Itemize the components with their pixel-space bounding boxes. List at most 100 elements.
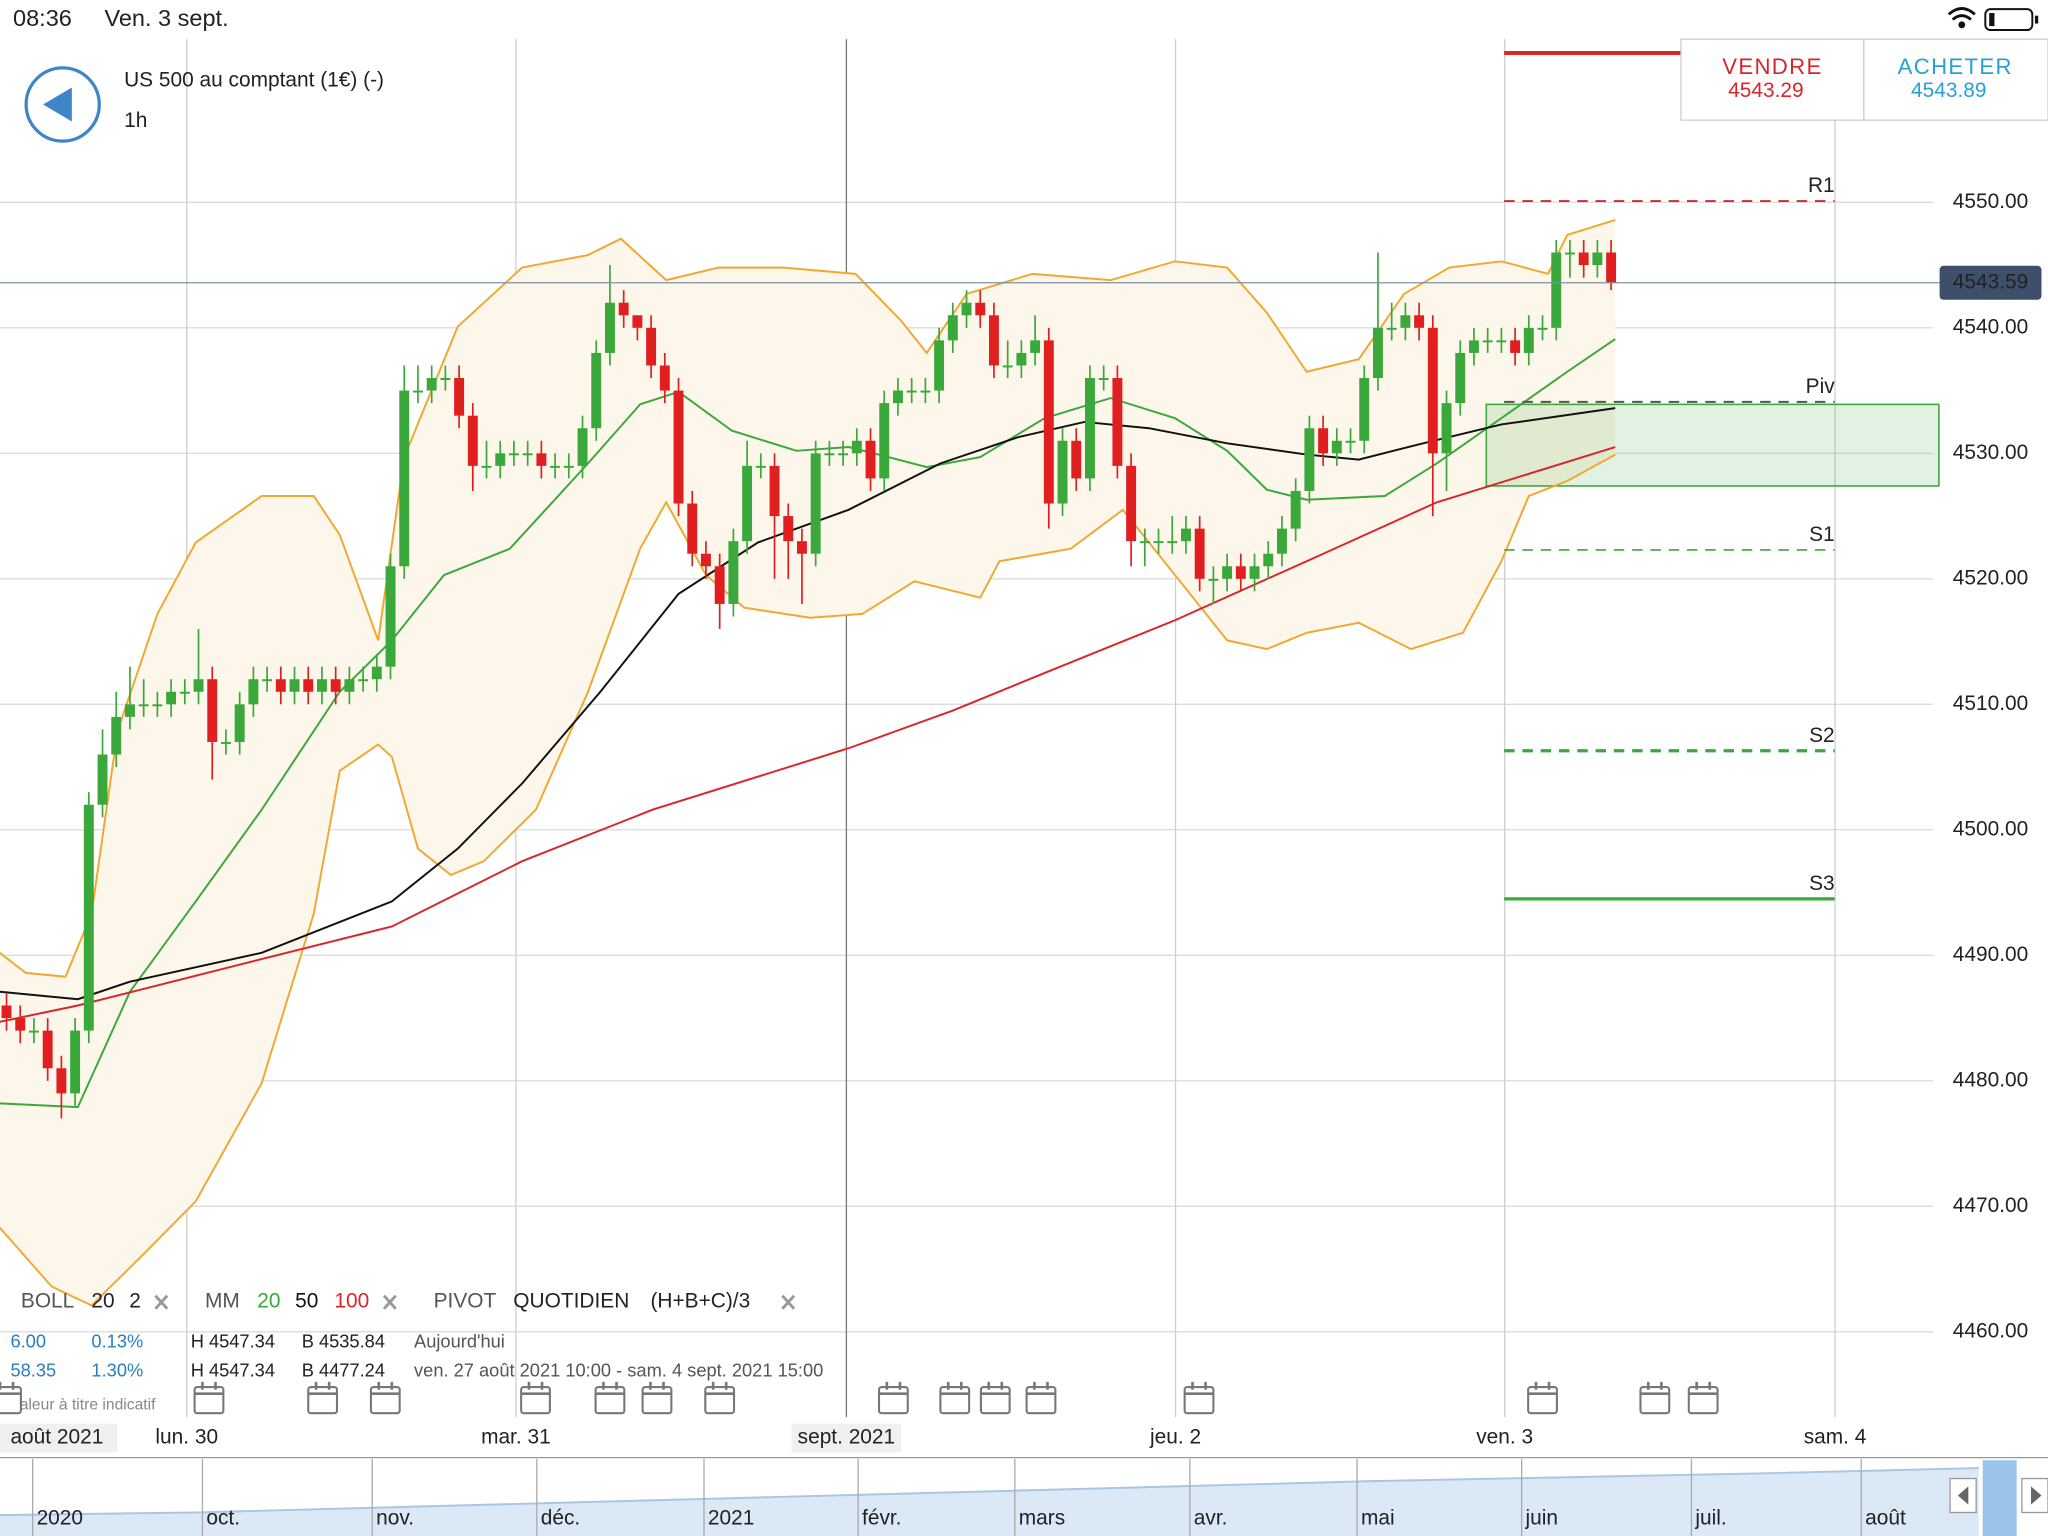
candle-body (1098, 378, 1109, 380)
navigator-label: avr. (1194, 1507, 1228, 1530)
y-tick-label: 4510.00 (1953, 692, 2028, 715)
event-icon[interactable] (1527, 1381, 1558, 1415)
ui-layer: 08:36 Ven. 3 sept. US 500 au comptant (1… (0, 5, 2048, 1536)
event-icon-body (1639, 1386, 1671, 1415)
navigator[interactable] (0, 1456, 2048, 1536)
candle-body (769, 465, 780, 517)
x-tick-label: sept. 2021 (798, 1426, 896, 1449)
candle-body (1084, 378, 1095, 479)
candle-body (1002, 365, 1013, 368)
candle-body (1290, 490, 1301, 529)
candle-body (262, 679, 273, 682)
candle-body (495, 453, 506, 466)
event-icon[interactable] (1687, 1381, 1719, 1415)
candle-body (1468, 340, 1479, 353)
event-icon[interactable] (0, 1381, 22, 1415)
event-icon-body (193, 1386, 225, 1415)
remove-pivot[interactable] (781, 1294, 796, 1310)
candle-body (687, 503, 698, 554)
boll-deviation: 2 (129, 1290, 141, 1313)
candle-body (1455, 352, 1466, 404)
event-icon[interactable] (520, 1381, 551, 1415)
candle-body (632, 315, 643, 328)
candle-body (865, 440, 876, 479)
sell-button[interactable]: VENDRE 4543.29 (1680, 38, 1865, 121)
candle-body (879, 403, 890, 479)
candle-body (1235, 566, 1246, 579)
back-button[interactable] (24, 66, 101, 143)
status-time: 08:36 (13, 5, 72, 31)
candle-body (111, 716, 122, 755)
mm-period: 50 (295, 1290, 318, 1313)
event-icon[interactable] (1639, 1381, 1671, 1415)
candle-body (742, 465, 753, 542)
event-icon[interactable] (979, 1381, 1011, 1415)
remove-boll[interactable] (154, 1294, 169, 1310)
candle-body (179, 691, 190, 694)
event-icon[interactable] (1183, 1381, 1215, 1415)
mm-period: 100 (334, 1290, 369, 1313)
candle-body (1030, 340, 1041, 353)
event-icon[interactable] (369, 1381, 401, 1415)
x-tick-label: sam. 4 (1804, 1426, 1867, 1449)
candle-body (659, 365, 670, 391)
navigator-label: déc. (541, 1507, 580, 1530)
navigator-label: févr. (862, 1507, 901, 1530)
stat-range: Aujourd'hui (414, 1331, 505, 1352)
navigator-label: mars (1019, 1507, 1065, 1530)
stat-range: ven. 27 août 2021 10:00 - sam. 4 sept. 2… (414, 1359, 823, 1380)
event-icon[interactable] (877, 1381, 909, 1415)
event-icon[interactable] (704, 1381, 736, 1415)
event-icon[interactable] (307, 1381, 339, 1415)
bollinger-lower (0, 453, 1616, 1307)
candle-body (166, 691, 177, 705)
event-icon-body (1527, 1386, 1558, 1415)
candle-body (1208, 578, 1219, 581)
event-icon-body (1025, 1386, 1057, 1415)
event-icon[interactable] (939, 1381, 971, 1415)
candle-body (1496, 340, 1507, 343)
candle-body (851, 440, 862, 454)
candle-body (1112, 378, 1123, 466)
candle-body (1263, 553, 1274, 567)
candle-body (248, 679, 259, 705)
event-icon-body (520, 1386, 551, 1415)
candle-body (1016, 352, 1027, 366)
candle-body (1441, 403, 1452, 454)
stat-low: B 4535.84 (302, 1331, 385, 1352)
bollinger-upper (0, 218, 1616, 978)
event-icon-body (0, 1386, 22, 1415)
pivot-formula: (H+B+C)/3 (650, 1290, 750, 1313)
candle-body (152, 704, 163, 707)
event-icon[interactable] (641, 1381, 673, 1415)
event-icon[interactable] (193, 1381, 225, 1415)
candle-body (15, 1018, 26, 1031)
last-price-label: 4543.59 (1953, 270, 2028, 293)
y-tick-label: 4460.00 (1953, 1319, 2028, 1342)
event-icon[interactable] (594, 1381, 626, 1415)
buy-button[interactable]: ACHETER 4543.89 (1863, 38, 2048, 121)
remove-mm[interactable] (382, 1294, 397, 1310)
candle-body (563, 465, 574, 468)
candle-body (1318, 428, 1329, 454)
candle-body (604, 302, 615, 353)
candle-body (1, 1005, 12, 1019)
candle-body (1510, 340, 1521, 353)
change-pct: 1.30% (91, 1359, 143, 1380)
candle-body (1194, 528, 1205, 579)
candle-body (1359, 378, 1370, 441)
y-tick-label: 4490.00 (1953, 943, 2028, 966)
navigator-labels: 2020 oct. nov. déc. 2021 févr. mars avr. mai juin… (31, 1458, 1906, 1536)
candle-body (550, 465, 561, 468)
candle-body (577, 428, 588, 466)
candle-body (344, 679, 355, 692)
candle-body (1592, 252, 1603, 266)
candle-body (1400, 315, 1411, 328)
candle-body (330, 679, 341, 692)
candle-body (1153, 541, 1164, 544)
candle-body (1180, 528, 1191, 542)
event-icon[interactable] (1025, 1381, 1057, 1415)
y-tick-label: 4540.00 (1953, 315, 2028, 338)
candle-body (838, 453, 849, 456)
